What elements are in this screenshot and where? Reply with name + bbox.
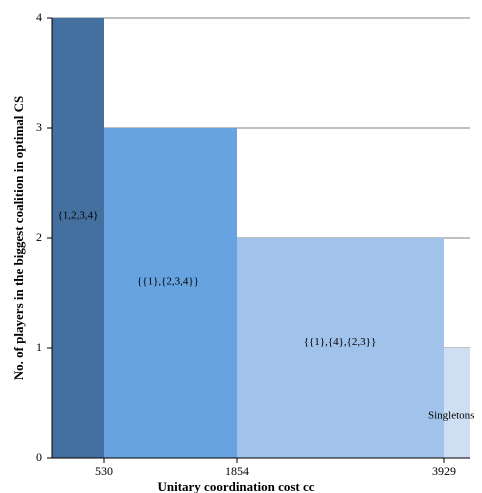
x-axis-title: Unitary coordination cost cc — [157, 479, 314, 493]
region-label: {{1},{4},{2,3}} — [304, 336, 377, 348]
bar-region — [52, 18, 104, 458]
region-label: Singletons — [428, 410, 474, 422]
y-tick-label: 0 — [36, 450, 42, 464]
x-tick-label: 530 — [95, 464, 113, 478]
x-tick-label: 3929 — [432, 464, 456, 478]
y-tick-label: 3 — [36, 120, 42, 134]
bar-region — [104, 128, 237, 458]
y-tick-label: 4 — [36, 10, 42, 24]
region-label: {1,2,3,4} — [58, 210, 99, 222]
y-tick-label: 2 — [36, 230, 42, 244]
y-tick-label: 1 — [36, 340, 42, 354]
region-label: {{1},{2,3,4}} — [137, 276, 199, 288]
bar-region — [444, 348, 470, 458]
x-tick-label: 1854 — [225, 464, 249, 478]
y-axis-title: No. of players in the biggest coalition … — [11, 96, 26, 381]
ticks: 0 1 2 3 4 530 1854 3929 — [36, 10, 456, 478]
bar-region — [237, 238, 444, 458]
region-labels: {1,2,3,4} {{1},{2,3,4}} {{1},{4},{2,3}} Sin… — [58, 210, 475, 422]
bars — [52, 18, 470, 458]
